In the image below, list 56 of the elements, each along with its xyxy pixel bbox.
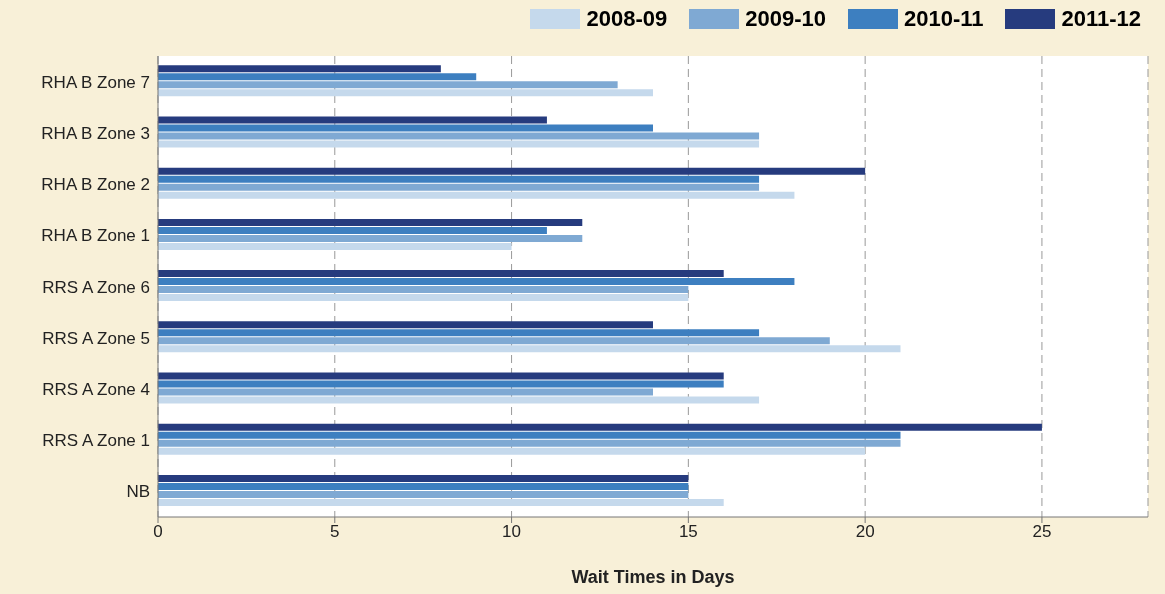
bar — [158, 132, 760, 140]
bar — [158, 234, 583, 242]
bar — [158, 423, 1042, 431]
bar — [158, 329, 760, 337]
bar — [158, 380, 724, 388]
y-tick-label: RHA B Zone 3 — [41, 123, 150, 143]
legend-label: 2009-10 — [745, 6, 826, 32]
y-tick-label: RRS A Zone 1 — [42, 431, 150, 451]
x-tick-label: 10 — [502, 522, 522, 542]
bar — [158, 286, 689, 294]
x-tick-label: 20 — [855, 522, 875, 542]
y-tick-label: RHA B Zone 2 — [41, 175, 150, 195]
bar — [158, 124, 653, 132]
bar — [158, 372, 724, 380]
bar — [158, 345, 901, 353]
y-tick-label: RRS A Zone 5 — [42, 328, 150, 348]
bar — [158, 140, 760, 148]
bar — [158, 483, 689, 490]
x-tick-label: 25 — [1032, 522, 1052, 542]
bar — [158, 116, 547, 124]
legend-label: 2008-09 — [586, 6, 668, 32]
bar — [158, 321, 653, 329]
bar — [158, 491, 689, 498]
bar — [158, 499, 724, 506]
bar — [158, 439, 901, 447]
y-tick-label: RRS A Zone 6 — [42, 277, 150, 297]
y-tick-label: RHA B Zone 1 — [41, 226, 150, 246]
y-tick-label: RHA B Zone 7 — [41, 72, 150, 92]
bar — [158, 191, 795, 199]
bar — [158, 242, 512, 250]
bar — [158, 270, 724, 278]
legend-label: 2010-11 — [903, 6, 984, 32]
x-tick-label: 5 — [330, 522, 340, 542]
bar — [158, 175, 760, 183]
bar — [158, 475, 689, 482]
bar — [158, 226, 547, 234]
x-tick-label: 0 — [153, 522, 163, 542]
y-tick-label: NB — [126, 482, 150, 502]
bar — [158, 396, 760, 404]
x-tick-label: 15 — [678, 522, 698, 542]
bar — [158, 337, 830, 345]
bar — [158, 81, 618, 89]
bar — [158, 89, 653, 97]
bar — [158, 388, 653, 396]
bar — [158, 65, 441, 73]
bar — [158, 73, 477, 81]
y-tick-label: RRS A Zone 4 — [42, 379, 150, 399]
bar — [158, 278, 795, 286]
bar — [158, 218, 583, 226]
bar — [158, 183, 760, 191]
bar — [158, 294, 689, 302]
bar — [158, 167, 866, 175]
x-axis-title: Wait Times in Days — [571, 567, 735, 587]
bar — [158, 447, 866, 455]
legend-label: 2011-12 — [1061, 6, 1141, 32]
bar — [158, 431, 901, 439]
